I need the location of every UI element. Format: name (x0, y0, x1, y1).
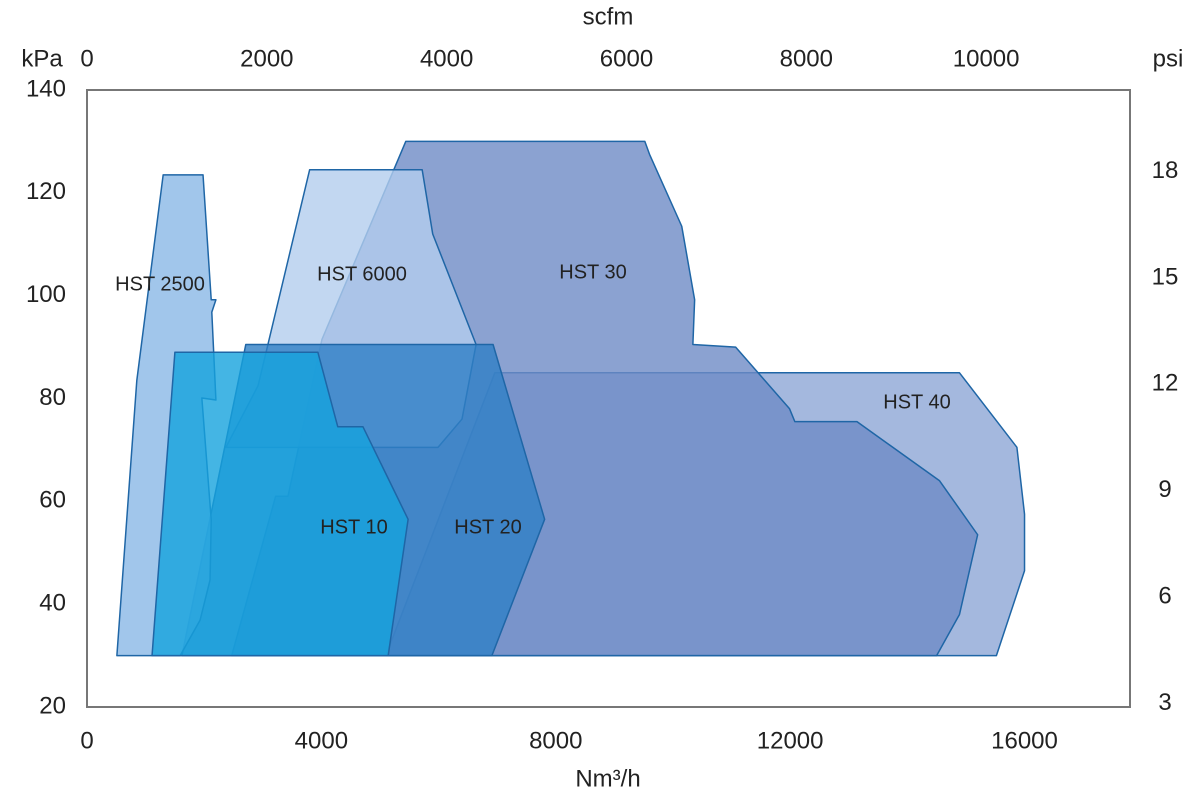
y-tick-label: 120 (26, 178, 66, 205)
plot-frame (86, 89, 1131, 708)
y2-tick-label: 12 (1152, 370, 1179, 397)
x2-tick-label: 6000 (600, 45, 653, 72)
x-tick-label: 16000 (991, 727, 1058, 754)
y-tick-label: 100 (26, 281, 66, 308)
y-axis-title: kPa (21, 45, 63, 72)
series-label: HST 2500 (115, 273, 205, 295)
series-label: HST 6000 (317, 263, 407, 285)
y-tick-label: 60 (39, 487, 66, 514)
x2-axis-title: scfm (583, 3, 634, 30)
x-axis-title: Nm³/h (575, 765, 640, 792)
series-label: HST 20 (454, 516, 521, 538)
series-label: HST 10 (320, 516, 387, 538)
y2-tick-label: 9 (1158, 476, 1171, 503)
y2-axis-title: psi (1153, 45, 1184, 72)
y2-tick-label: 3 (1158, 689, 1171, 716)
y-tick-label: 20 (39, 692, 66, 719)
x2-tick-label: 4000 (420, 45, 473, 72)
x2-tick-label: 10000 (953, 45, 1020, 72)
y-tick-label: 40 (39, 590, 66, 617)
x-tick-label: 8000 (529, 727, 582, 754)
x2-tick-label: 2000 (240, 45, 293, 72)
x-tick-label: 12000 (757, 727, 824, 754)
x-tick-label: 4000 (295, 727, 348, 754)
x2-tick-label: 8000 (780, 45, 833, 72)
y2-tick-label: 18 (1152, 157, 1179, 184)
y-tick-label: 80 (39, 384, 66, 411)
y2-tick-label: 6 (1158, 582, 1171, 609)
x-tick-label: 0 (80, 727, 93, 754)
series-label: HST 40 (883, 391, 950, 413)
series-label: HST 30 (559, 261, 626, 283)
envelope (151, 351, 409, 657)
y-tick-label: 140 (26, 75, 66, 102)
x2-tick-label: 0 (80, 45, 93, 72)
y2-tick-label: 15 (1152, 263, 1179, 290)
